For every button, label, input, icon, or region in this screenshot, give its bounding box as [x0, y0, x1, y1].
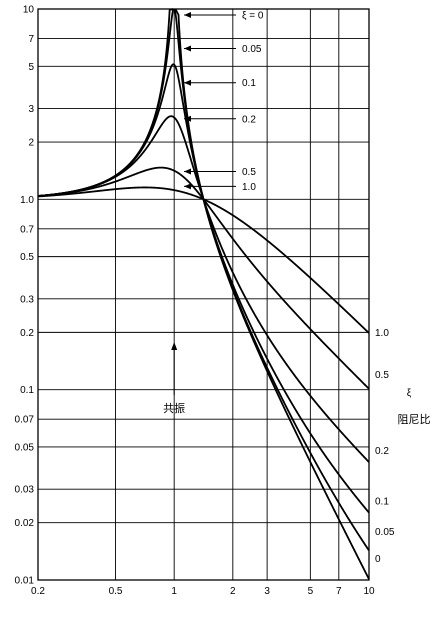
y-tick-label: 0.01 [15, 576, 35, 587]
grid-layer [37, 8, 370, 581]
y-tick-label: 0.3 [20, 294, 34, 305]
label-arrowhead [184, 168, 191, 175]
series-label-right: 0.2 [375, 446, 389, 457]
x-tick-label: 7 [336, 586, 342, 597]
curve-layer [37, 8, 370, 580]
damping-ratio-title: 阻尼比 [398, 413, 431, 426]
x-tick-label: 0.2 [31, 586, 45, 597]
label-arrowhead [184, 79, 191, 86]
x-tick-label: 10 [363, 586, 375, 597]
y-tick-label: 5 [28, 62, 34, 73]
series-line-0.1 [37, 63, 370, 514]
series-line-0.5 [37, 166, 370, 390]
series-label-top: 0.2 [242, 114, 256, 125]
series-line-0 [174, 8, 370, 580]
y-tick-label: 0.1 [20, 385, 34, 396]
label-arrowhead [184, 183, 191, 190]
series-label-top: 0.05 [242, 44, 262, 55]
series-line-0.2 [37, 115, 370, 463]
y-tick-label: 2 [28, 138, 34, 149]
series-label-right: 0.1 [375, 497, 389, 508]
y-tick-label: 0.05 [15, 442, 35, 453]
damping-symbol: ξ [407, 388, 412, 399]
plot-frame [37, 8, 370, 581]
series-label-right: 0.5 [375, 370, 389, 381]
series-label-top: ξ = 0 [242, 10, 264, 21]
label-layer: 0.2 0.5 1 2 3 5 7 10 10 7 5 3 2 1.0 0.7 0.5 0.3 0.2 0.1 0.0… [15, 5, 431, 598]
resonance-arrowhead [171, 342, 178, 350]
y-tick-label: 0.5 [20, 252, 34, 263]
series-line-1.0 [37, 186, 370, 334]
series-label-right: 0 [375, 554, 381, 565]
x-tick-label: 5 [308, 586, 314, 597]
y-tick-label: 0.2 [20, 328, 34, 339]
y-tick-label: 10 [23, 5, 35, 16]
label-arrowhead [184, 11, 191, 18]
y-tick-label: 3 [28, 104, 34, 115]
y-tick-label: 0.07 [15, 415, 35, 426]
label-arrowhead [184, 45, 191, 52]
series-label-top: 1.0 [242, 182, 256, 193]
y-tick-label: 7 [28, 34, 34, 45]
x-tick-label: 2 [230, 586, 236, 597]
x-tick-label: 1 [171, 586, 177, 597]
series-label-right: 1.0 [375, 328, 389, 339]
y-tick-label: 0.7 [20, 224, 34, 235]
y-tick-label: 0.02 [15, 518, 35, 529]
y-tick-label: 1.0 [20, 195, 34, 206]
series-line-0.05 [173, 8, 370, 552]
resonance-label: 共振 [163, 401, 185, 415]
label-arrowhead [184, 115, 191, 122]
y-tick-label: 0.03 [15, 485, 35, 496]
series-label-right: 0.05 [375, 527, 395, 538]
series-label-top: 0.1 [242, 78, 256, 89]
x-tick-label: 0.5 [109, 586, 123, 597]
x-tick-label: 3 [264, 586, 270, 597]
series-label-top: 0.5 [242, 167, 256, 178]
